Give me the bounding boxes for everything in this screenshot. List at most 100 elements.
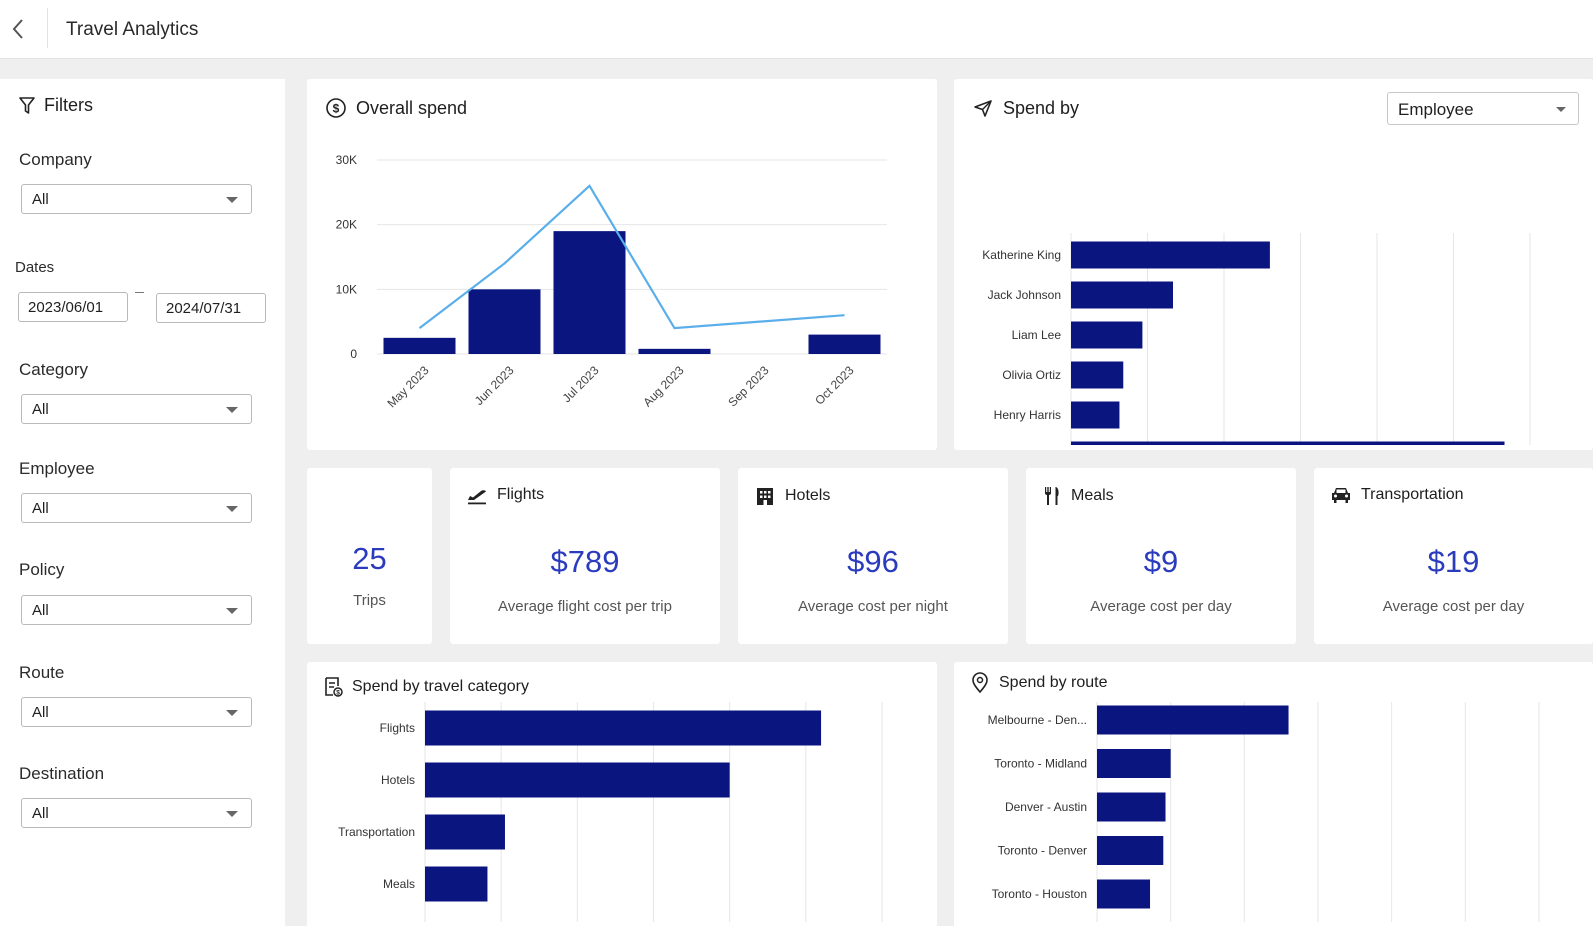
company-select[interactable]: All <box>21 184 252 214</box>
meals-title: Meals <box>1071 487 1114 504</box>
y-tick-label: Transportation <box>338 825 415 839</box>
filters-header: Filters <box>18 95 93 116</box>
chevron-down-icon <box>226 197 238 203</box>
filters-title: Filters <box>44 95 93 115</box>
employee-select-value: All <box>32 500 49 517</box>
x-tick-label: Jul 2023 <box>560 363 602 405</box>
spend-by-card: Spend by Employee 03K6K9K12K15K18KKather… <box>954 79 1593 450</box>
y-tick-label: Toronto - Houston <box>992 887 1087 901</box>
overall-spend-chart: 0 10K 20K 30K May 2023 Jun 2023 Jul 2023 Aug 20… <box>336 153 887 410</box>
y-tick-label: Jack Johnson <box>988 288 1061 302</box>
bar <box>425 762 730 798</box>
bar <box>1097 749 1171 778</box>
y-tick-label: Flights <box>380 721 415 735</box>
bar <box>425 814 505 850</box>
chevron-left-icon <box>12 19 23 39</box>
y-tick-label: Olivia Ortiz <box>1002 368 1061 382</box>
destination-select-value: All <box>32 805 49 822</box>
overall-spend-card: $ Overall spend 0 10K 20K 30K May 2023 Jun 20… <box>307 79 937 450</box>
y-tick-label: 30K <box>336 153 357 167</box>
spend-by-category-title: Spend by travel category <box>352 678 529 695</box>
page-title: Travel Analytics <box>66 19 199 40</box>
back-button[interactable] <box>6 14 32 44</box>
spend-by-route-header: Spend by route <box>970 672 1108 694</box>
spend-by-header: Spend by <box>972 97 1079 119</box>
bar <box>425 866 488 902</box>
bar <box>468 289 541 354</box>
end-date-input[interactable]: 2024/07/31 <box>156 293 266 323</box>
car-icon <box>1332 488 1350 503</box>
airplane-icon <box>974 100 992 117</box>
y-tick-label: Toronto - Denver <box>998 844 1087 858</box>
bar <box>808 334 881 354</box>
employee-select[interactable]: All <box>21 493 252 523</box>
bar <box>1071 401 1120 429</box>
bar <box>383 337 456 354</box>
date-separator <box>135 292 144 293</box>
chevron-down-icon <box>1556 107 1566 112</box>
dates-label: Dates <box>15 259 55 276</box>
svg-text:$: $ <box>333 102 340 116</box>
x-tick-label: Aug 2023 <box>640 363 686 409</box>
bar <box>1097 879 1151 909</box>
y-tick-label: Meals <box>383 877 415 891</box>
spend-by-select-value: Employee <box>1398 100 1474 119</box>
hotels-value: $96 <box>847 544 899 579</box>
series-line <box>418 184 845 330</box>
meals-card: Meals $9 Average cost per day <box>1026 468 1296 644</box>
spend-by-dimension-select[interactable]: Employee <box>1387 92 1579 125</box>
chevron-down-icon <box>226 407 238 413</box>
route-label: Route <box>19 663 65 682</box>
bar <box>1071 321 1143 349</box>
y-tick-label: 10K <box>336 282 357 296</box>
spend-by-category-header: $ Spend by travel category <box>323 676 529 698</box>
bar <box>1071 281 1173 309</box>
x-tick-label: May 2023 <box>384 363 431 410</box>
route-select[interactable]: All <box>21 697 252 727</box>
overall-spend-title: Overall spend <box>356 97 468 118</box>
bar <box>1097 705 1289 735</box>
category-select-value: All <box>32 401 49 418</box>
destination-select[interactable]: All <box>21 798 252 828</box>
transportation-card: Transportation $19 Average cost per day <box>1314 468 1593 644</box>
y-tick-label: 20K <box>336 218 357 232</box>
category-select[interactable]: All <box>21 394 252 424</box>
spend-by-category-chart: Flights Hotels Transportation Meals <box>338 702 883 922</box>
spend-by-route-chart: Melbourne - Den... Toronto - Midland Denve… <box>988 702 1540 922</box>
hotels-title: Hotels <box>785 487 831 504</box>
trips-card: 25 Trips <box>307 468 432 644</box>
bar <box>638 348 711 354</box>
chevron-down-icon <box>226 811 238 817</box>
flights-label: Average flight cost per trip <box>498 598 672 615</box>
policy-select[interactable]: All <box>21 595 252 625</box>
trips-label: Trips <box>353 592 386 609</box>
start-date-input[interactable]: 2023/06/01 <box>18 292 128 322</box>
top-bar: Travel Analytics <box>0 0 1593 59</box>
dollar-circle-icon: $ <box>326 98 346 118</box>
policy-select-value: All <box>32 602 49 619</box>
y-tick-label: Katherine King <box>982 248 1061 262</box>
y-tick-label: Toronto - Midland <box>994 757 1087 771</box>
meals-value: $9 <box>1143 544 1179 579</box>
meals-header: Meals <box>1042 485 1114 507</box>
y-tick-label: 0 <box>350 347 357 361</box>
flights-title: Flights <box>497 486 545 503</box>
hotels-card: Hotels $96 Average cost per night <box>738 468 1008 644</box>
bar <box>1071 441 1505 445</box>
chevron-down-icon <box>226 710 238 716</box>
spend-by-title: Spend by <box>1003 97 1080 118</box>
bar <box>1097 792 1166 822</box>
location-pin-icon <box>972 672 988 694</box>
meals-label: Average cost per day <box>1090 598 1232 615</box>
y-tick-label: Hotels <box>381 773 415 787</box>
hotels-header: Hotels <box>754 485 830 507</box>
chevron-down-icon <box>226 506 238 512</box>
overall-spend-header: $ Overall spend <box>325 97 467 119</box>
svg-text:$: $ <box>336 690 340 697</box>
category-label: Category <box>19 360 88 379</box>
spend-by-category-card: $ Spend by travel category Flights Hotels… <box>307 662 937 926</box>
spend-by-route-card: Spend by route Melbourne - Den... Toronto… <box>954 662 1593 926</box>
chevron-down-icon <box>226 608 238 614</box>
company-label: Company <box>19 150 92 169</box>
flights-card: Flights $789 Average flight cost per tri… <box>450 468 720 644</box>
